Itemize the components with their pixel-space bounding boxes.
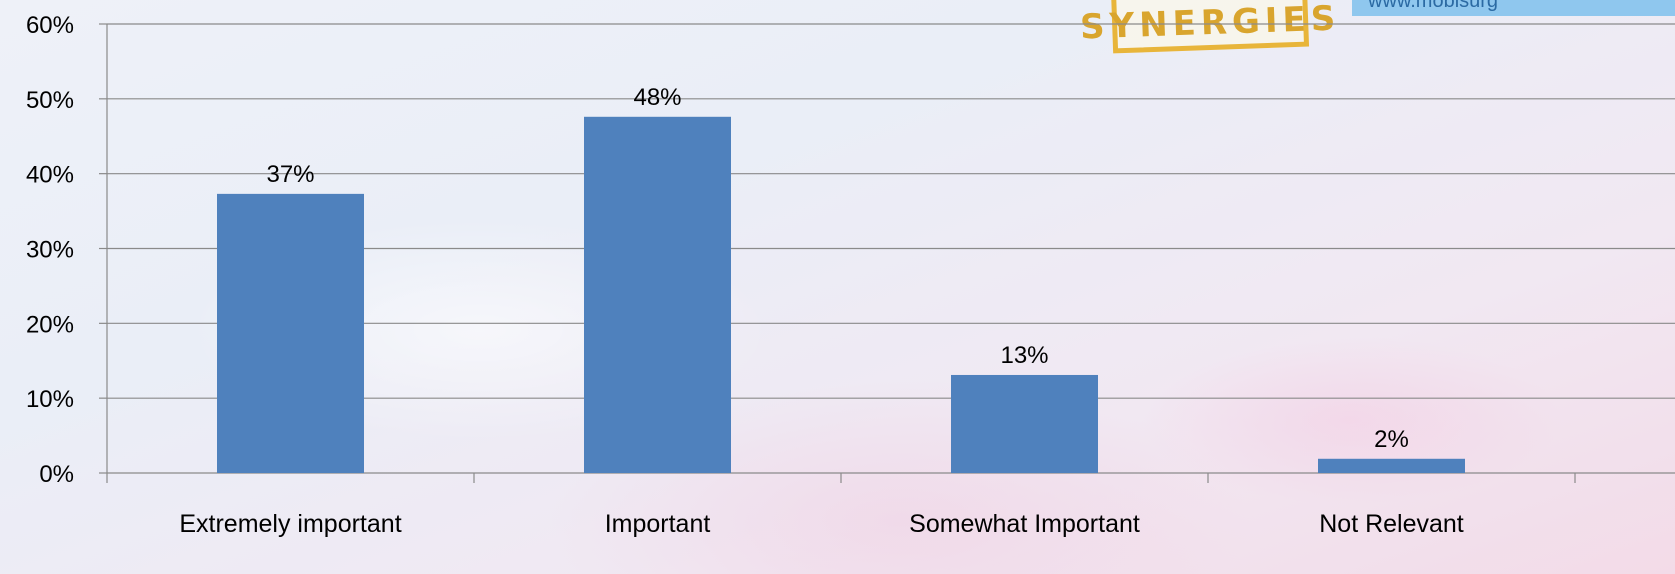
url-text: www.mobisurg <box>1368 0 1499 12</box>
data-label: 48% <box>633 84 681 111</box>
bar-2 <box>584 116 731 473</box>
y-tick-label: 20% <box>26 311 74 338</box>
data-label: 37% <box>266 161 314 188</box>
bar-1 <box>217 193 364 473</box>
y-tick-label: 30% <box>26 237 74 264</box>
category-label: Important <box>605 510 711 538</box>
y-tick-label: 0% <box>39 461 74 488</box>
bar-4 <box>1318 458 1465 473</box>
url-tag: www.mobisurg <box>1352 0 1675 16</box>
y-tick-label: 50% <box>26 87 74 114</box>
category-label: Extremely important <box>179 510 401 538</box>
y-tick-label: 40% <box>26 162 74 189</box>
bar-3 <box>951 374 1098 473</box>
data-label: 13% <box>1000 342 1048 369</box>
y-tick-label: 60% <box>26 12 74 39</box>
data-label: 2% <box>1374 426 1409 453</box>
category-label: Not Relevant <box>1319 510 1464 538</box>
category-label: Somewhat Important <box>909 510 1140 538</box>
y-tick-label: 10% <box>26 386 74 413</box>
